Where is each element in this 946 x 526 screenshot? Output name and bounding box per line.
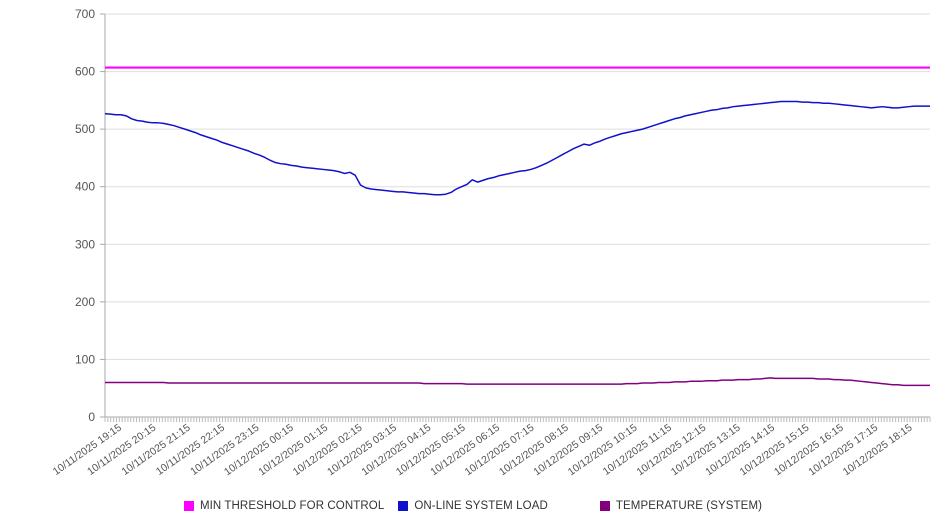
legend-label: ON-LINE SYSTEM LOAD bbox=[414, 500, 548, 512]
chart-legend: MIN THRESHOLD FOR CONTROL ON-LINE SYSTEM … bbox=[0, 494, 946, 518]
y-tick-label: 200 bbox=[75, 295, 95, 309]
data-series-group bbox=[104, 66, 930, 387]
series-line bbox=[104, 100, 930, 196]
y-tick-label: 500 bbox=[75, 122, 95, 136]
y-tick-label: 400 bbox=[75, 180, 95, 194]
series-line bbox=[105, 377, 930, 387]
legend-label: TEMPERATURE (SYSTEM) bbox=[615, 500, 763, 512]
grid-lines bbox=[105, 13, 930, 360]
legend-swatch-icon bbox=[183, 501, 194, 511]
y-tick-label: 600 bbox=[75, 65, 95, 79]
y-tick-label: 700 bbox=[75, 7, 95, 21]
legend-label: MIN THRESHOLD FOR CONTROL bbox=[199, 500, 385, 512]
y-axis: 0 100 200 300 400 500 600 700 bbox=[75, 7, 106, 424]
y-tick-label: 300 bbox=[75, 237, 95, 251]
legend-item[interactable]: ON-LINE SYSTEM LOAD bbox=[398, 496, 548, 516]
legend-item[interactable]: TEMPERATURE (SYSTEM) bbox=[599, 496, 763, 516]
legend-swatch-icon bbox=[398, 501, 409, 511]
y-tick-label: 0 bbox=[88, 410, 95, 424]
legend-item[interactable]: MIN THRESHOLD FOR CONTROL bbox=[183, 496, 385, 516]
y-tick-label: 100 bbox=[75, 352, 95, 366]
legend-swatch-icon bbox=[599, 501, 610, 511]
x-axis bbox=[104, 416, 931, 422]
